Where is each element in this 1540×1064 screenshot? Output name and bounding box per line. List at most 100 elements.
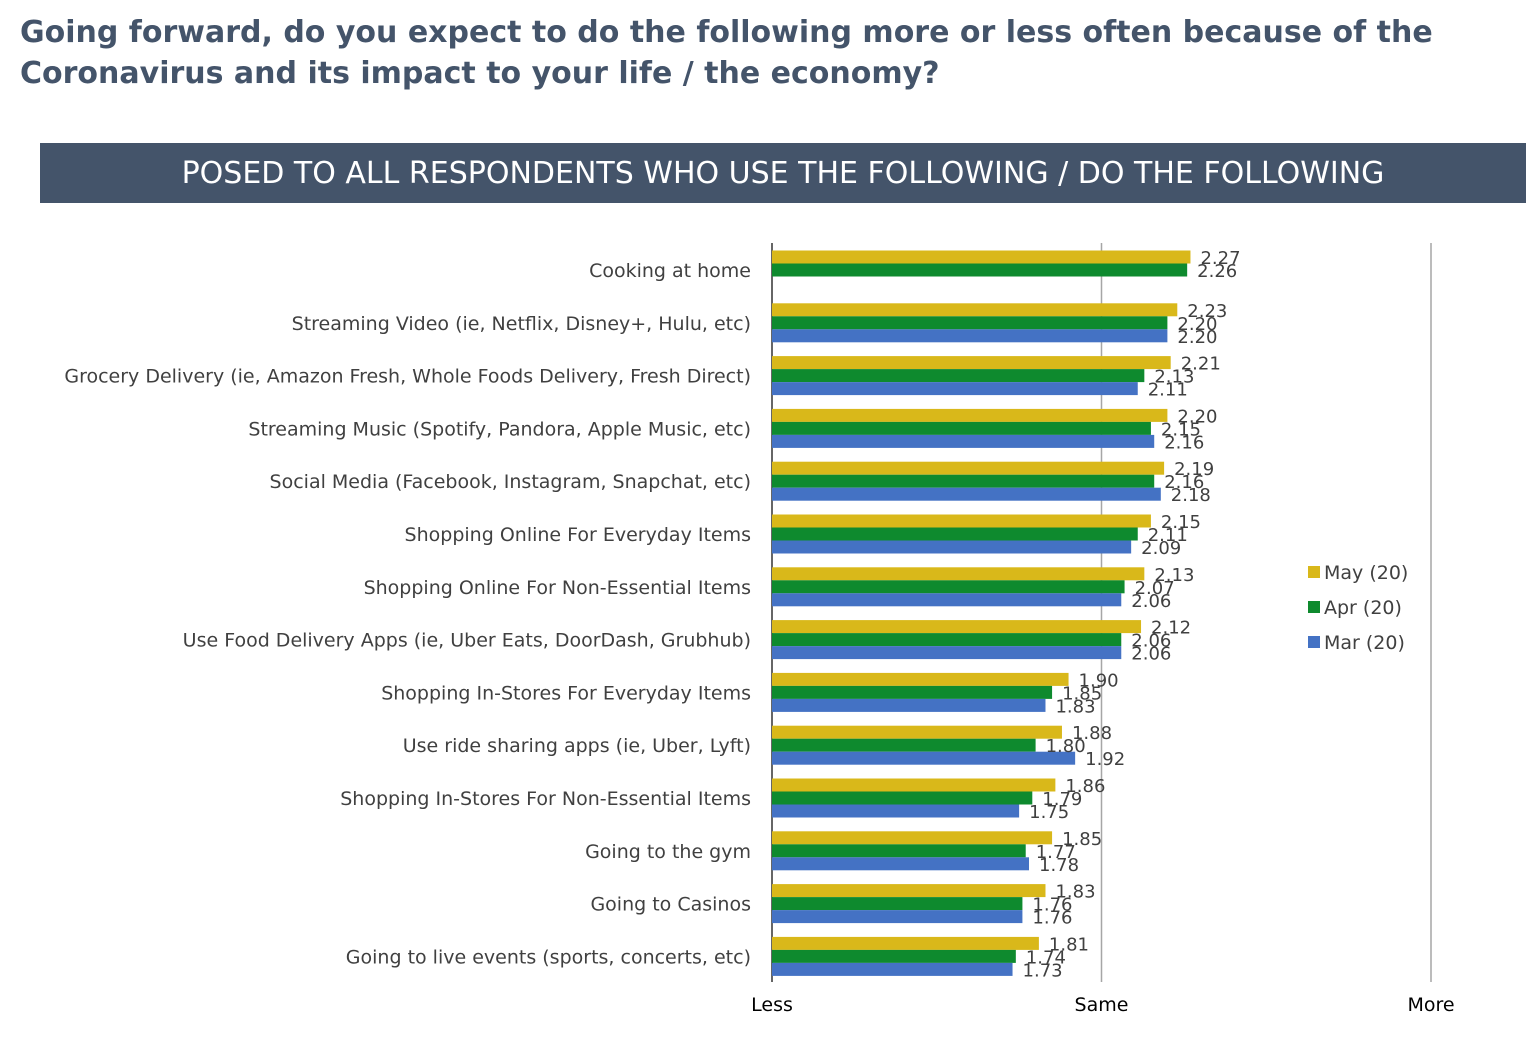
- category-label: Use ride sharing apps (ie, Uber, Lyft): [403, 735, 751, 757]
- value-label-apr: 2.15: [1161, 419, 1201, 440]
- bar-apr: [772, 949, 1016, 963]
- bar-apr: [772, 844, 1026, 858]
- value-label-mar: 1.92: [1085, 749, 1125, 770]
- value-label-apr: 2.07: [1135, 578, 1175, 599]
- bar-apr: [772, 580, 1125, 594]
- value-label-may: 1.85: [1062, 829, 1102, 850]
- value-label-may: 1.81: [1049, 934, 1089, 955]
- category-label: Going to Casinos: [590, 894, 751, 916]
- category-label: Use Food Delivery Apps (ie, Uber Eats, D…: [183, 630, 751, 652]
- x-axis-tick-labels: Less Same More: [751, 994, 1454, 1016]
- bar-apr: [772, 263, 1188, 277]
- value-label-apr: 2.26: [1197, 261, 1237, 282]
- legend-swatch-apr: [1308, 601, 1320, 613]
- value-label-apr: 2.16: [1164, 472, 1204, 493]
- value-label-apr: 1.80: [1046, 736, 1086, 757]
- legend-label-apr: Apr (20): [1324, 597, 1402, 619]
- bars: [772, 250, 1191, 976]
- value-label-apr: 1.79: [1042, 789, 1082, 810]
- bar-may: [772, 620, 1142, 634]
- value-label-mar: 2.11: [1148, 380, 1188, 401]
- x-tick-label-same: Same: [1075, 994, 1129, 1016]
- value-label-may: 2.27: [1200, 248, 1240, 269]
- value-label-may: 1.83: [1055, 882, 1095, 903]
- value-label-mar: 2.16: [1164, 432, 1204, 453]
- x-tick-label-more: More: [1407, 994, 1454, 1016]
- value-label-apr: 2.13: [1154, 367, 1194, 388]
- value-label-apr: 1.74: [1026, 947, 1066, 968]
- bar-may: [772, 778, 1056, 792]
- bar-mar: [772, 698, 1046, 712]
- value-label-mar: 1.73: [1023, 960, 1063, 981]
- legend-label-may: May (20): [1324, 562, 1408, 584]
- category-label: Going to live events (sports, concerts, …: [346, 946, 751, 968]
- value-label-may: 1.88: [1072, 723, 1112, 744]
- bar-apr: [772, 633, 1122, 647]
- legend: May (20) Apr (20) Mar (20): [1308, 562, 1408, 654]
- value-label-mar: 2.18: [1171, 485, 1211, 506]
- page-title: Going forward, do you expect to do the f…: [20, 15, 1433, 91]
- legend-swatch-may: [1308, 566, 1320, 578]
- value-label-mar: 2.20: [1177, 327, 1217, 348]
- bar-apr: [772, 738, 1036, 752]
- bar-may: [772, 461, 1165, 475]
- value-label-may: 2.23: [1187, 301, 1227, 322]
- value-label-mar: 1.75: [1029, 802, 1069, 823]
- respondents-banner: POSED TO ALL RESPONDENTS WHO USE THE FOL…: [40, 143, 1526, 203]
- bar-apr: [772, 791, 1033, 805]
- category-labels: Cooking at home Streaming Video (ie, Netf…: [64, 260, 751, 968]
- value-label-apr: 1.76: [1032, 895, 1072, 916]
- bar-may: [772, 514, 1151, 528]
- category-label: Streaming Music (Spotify, Pandora, Apple…: [248, 418, 751, 440]
- bar-mar: [772, 593, 1122, 607]
- bar-may: [772, 250, 1191, 264]
- bar-mar: [772, 646, 1122, 660]
- value-label-mar: 2.06: [1131, 644, 1171, 665]
- bar-mar: [772, 857, 1030, 871]
- bar-mar: [772, 382, 1138, 396]
- bar-mar: [772, 804, 1020, 818]
- bar-may: [772, 725, 1062, 739]
- value-label-may: 1.86: [1065, 776, 1105, 797]
- bar-may: [772, 936, 1039, 950]
- value-label-apr: 1.85: [1062, 683, 1102, 704]
- value-label-mar: 2.09: [1141, 538, 1181, 559]
- bar-apr: [772, 474, 1155, 488]
- bar-mar: [772, 962, 1013, 976]
- value-label-apr: 2.20: [1177, 314, 1217, 335]
- category-label: Social Media (Facebook, Instagram, Snapc…: [270, 471, 751, 493]
- category-label: Cooking at home: [589, 260, 751, 282]
- bar-may: [772, 884, 1046, 898]
- value-label-may: 2.15: [1161, 512, 1201, 533]
- legend-swatch-mar: [1308, 636, 1320, 648]
- value-label-mar: 1.76: [1032, 908, 1072, 929]
- bar-apr: [772, 685, 1053, 699]
- legend-label-mar: Mar (20): [1324, 632, 1405, 654]
- value-label-apr: 2.11: [1148, 525, 1188, 546]
- category-label: Grocery Delivery (ie, Amazon Fresh, Whol…: [64, 366, 751, 388]
- bar-apr: [772, 897, 1023, 911]
- category-label: Shopping Online For Non-Essential Items: [364, 577, 751, 599]
- value-label-may: 2.13: [1154, 565, 1194, 586]
- category-label: Going to the gym: [585, 841, 751, 863]
- bar-may: [772, 567, 1145, 581]
- category-label: Shopping In-Stores For Non-Essential Ite…: [340, 788, 751, 810]
- value-label-may: 2.19: [1174, 459, 1214, 480]
- value-label-may: 2.21: [1181, 354, 1221, 375]
- value-label-mar: 1.83: [1055, 696, 1095, 717]
- bar-may: [772, 356, 1171, 370]
- value-label-mar: 1.78: [1039, 855, 1079, 876]
- bar-apr: [772, 369, 1145, 383]
- bar-mar: [772, 487, 1161, 501]
- value-label-may: 2.20: [1177, 406, 1217, 427]
- bar-mar: [772, 329, 1168, 343]
- value-label-mar: 2.06: [1131, 591, 1171, 612]
- category-label: Shopping Online For Everyday Items: [405, 524, 751, 546]
- bar-may: [772, 831, 1053, 845]
- bar-may: [772, 408, 1168, 422]
- bar-apr: [772, 316, 1168, 330]
- value-label-may: 2.12: [1151, 618, 1191, 639]
- bar-mar: [772, 434, 1155, 448]
- bar-may: [772, 672, 1069, 686]
- category-label: Shopping In-Stores For Everyday Items: [381, 682, 751, 704]
